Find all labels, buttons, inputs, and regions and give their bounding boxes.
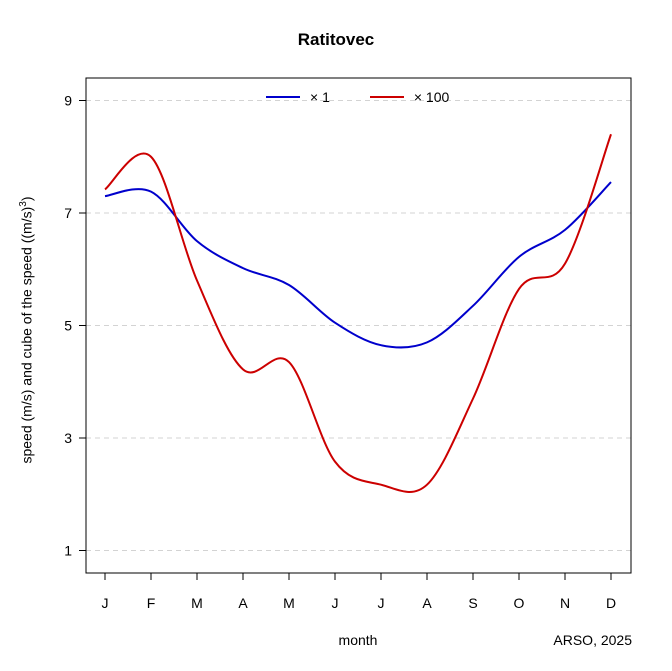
x-tick-label: J xyxy=(332,595,339,611)
chart-legend: × 1 × 100 xyxy=(266,89,449,105)
y-tick-label: 1 xyxy=(64,543,72,559)
legend-item-blue: × 1 xyxy=(266,89,330,105)
x-tick-label: S xyxy=(468,595,477,611)
legend-swatch-red xyxy=(369,96,404,98)
series-line-cube xyxy=(104,133,612,494)
y-tick-label: 5 xyxy=(64,318,72,334)
y-tick-label: 7 xyxy=(64,205,72,221)
x-axis-label: month xyxy=(338,632,378,648)
legend-label-red: × 100 xyxy=(413,89,450,105)
x-tick-label: M xyxy=(191,595,203,611)
x-tick-label: J xyxy=(102,595,109,611)
x-tick-label: N xyxy=(560,595,570,611)
x-tick-label: A xyxy=(238,595,248,611)
y-tick-label: 9 xyxy=(64,93,72,109)
x-tick-label: J xyxy=(378,595,385,611)
x-tick-label: F xyxy=(147,595,156,611)
y-axis-label: speed (m/s) and cube of the speed ((m/s)… xyxy=(18,196,35,464)
series-line-speed xyxy=(104,181,612,349)
chart-title: Ratitovec xyxy=(297,30,375,49)
legend-swatch-blue xyxy=(266,96,300,98)
plot-frame xyxy=(85,77,632,574)
legend-label-blue: × 1 xyxy=(310,89,330,105)
x-tick-label: D xyxy=(606,595,616,611)
legend-item-red: × 100 xyxy=(369,89,450,105)
x-tick-label: M xyxy=(283,595,295,611)
credit-text: ARSO, 2025 xyxy=(553,632,632,648)
y-tick-label: 3 xyxy=(64,430,72,446)
x-tick-label: A xyxy=(422,595,432,611)
x-tick-label: O xyxy=(514,595,525,611)
